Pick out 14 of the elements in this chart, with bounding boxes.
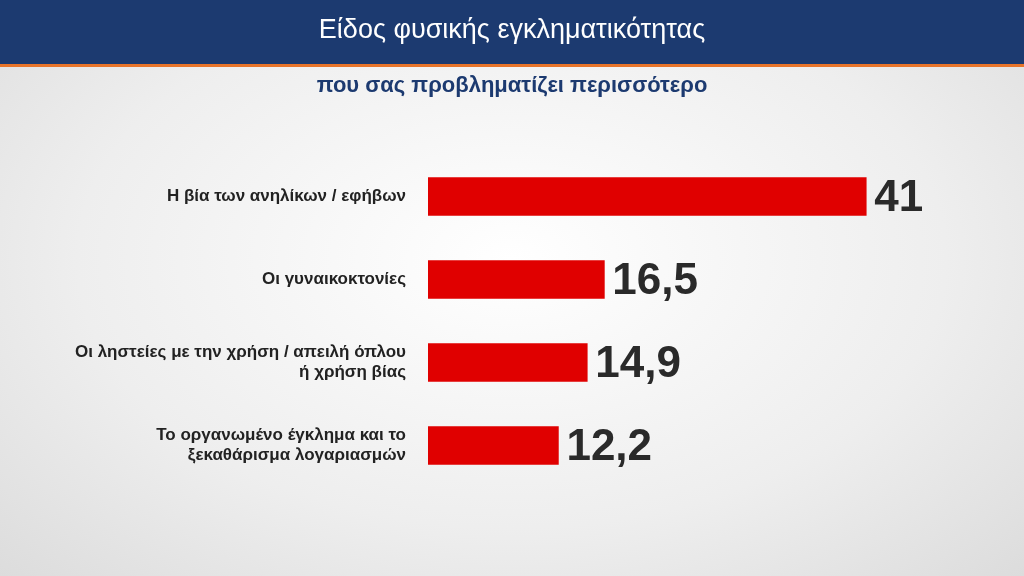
bar <box>428 260 605 299</box>
data-label: 16,5 <box>612 253 699 303</box>
bar <box>428 343 588 382</box>
bar <box>428 177 867 216</box>
bar <box>428 426 559 465</box>
data-label: 12,2 <box>566 419 653 469</box>
data-label: 41 <box>874 170 924 220</box>
chart-title: Είδος φυσικής εγκληματικότητας <box>317 14 707 45</box>
y-tick-label: Το οργανωμένο έγκλημα και το ξεκαθάρισμα λογαριασμών <box>156 424 406 465</box>
data-label: 14,9 <box>595 336 681 386</box>
chart-subtitle: που σας προβληματίζει περισσότερο <box>315 72 709 98</box>
y-tick-label: Οι ληστείες με την χρήση / απειλή όπλου ή χρήση βίας <box>74 341 407 382</box>
y-tick-label: Η βία των ανηλίκων / εφήβων <box>166 186 406 206</box>
y-tick-label: Οι γυναικοκτονίες <box>261 269 407 289</box>
